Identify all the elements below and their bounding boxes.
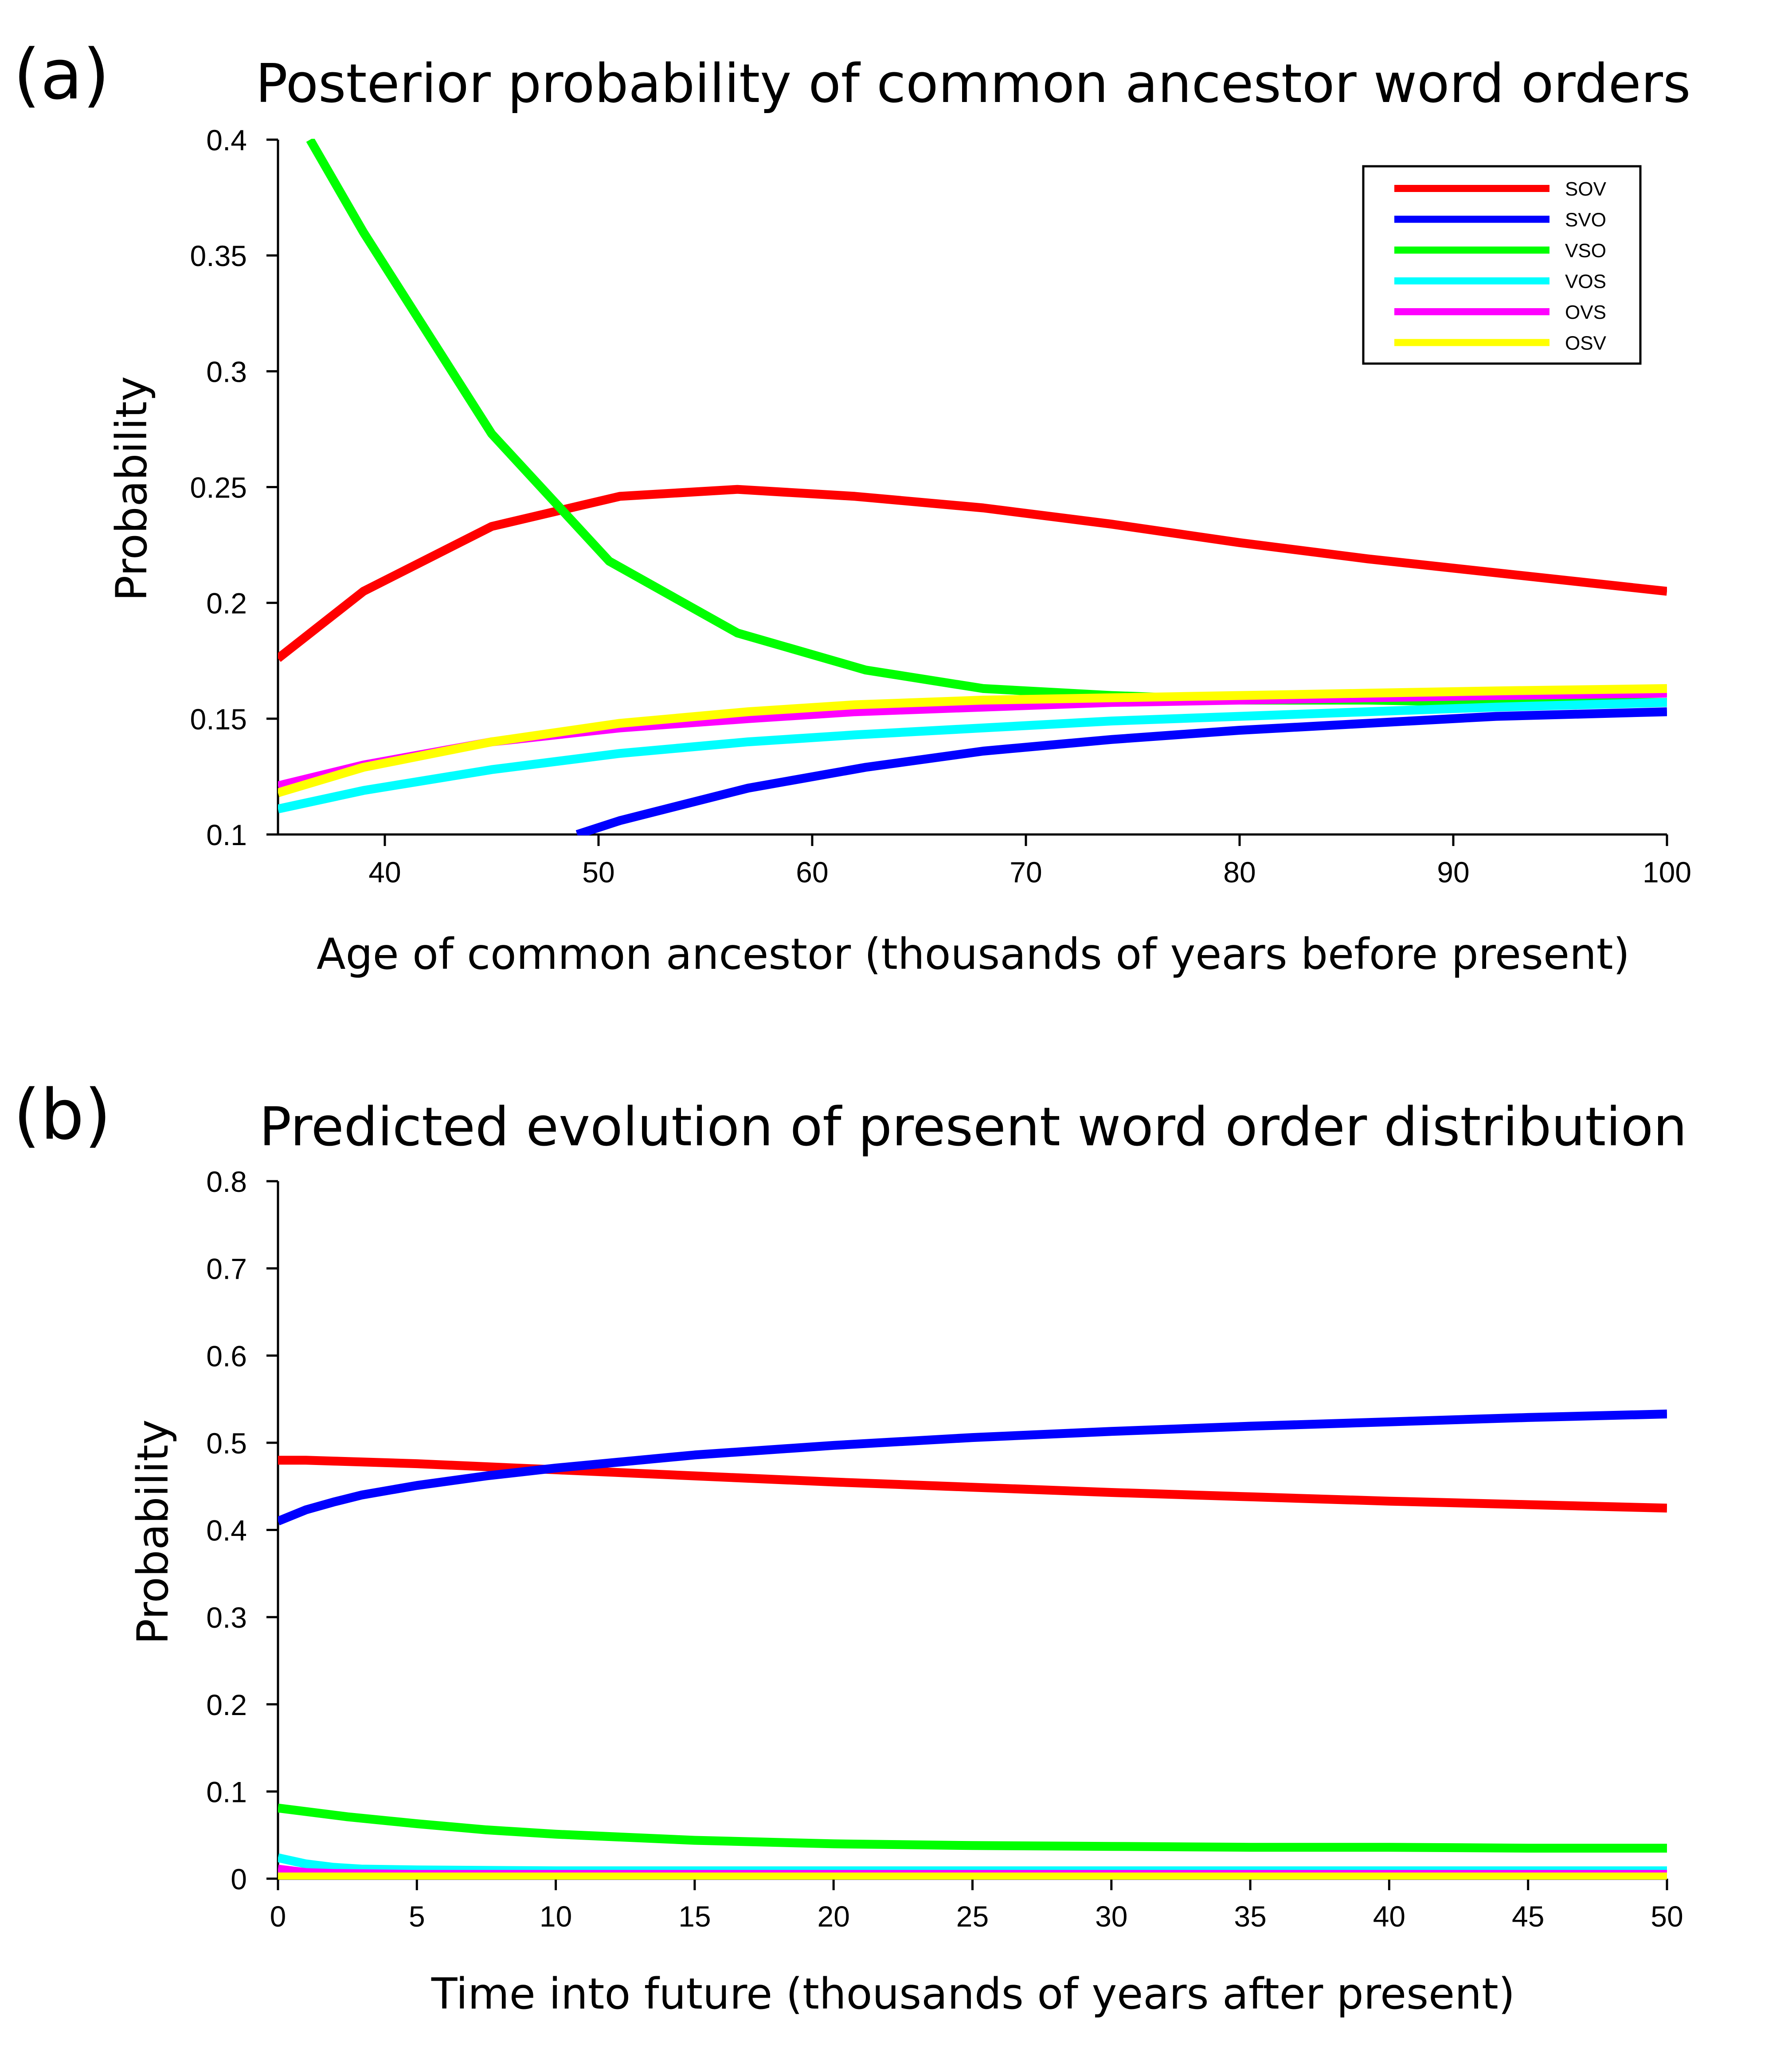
panel-b-y-tick-label: 0.5 bbox=[206, 1427, 247, 1460]
panel-a: (a) Posterior probability of common ance… bbox=[13, 34, 1691, 979]
panel-b-y-tick-label: 0.8 bbox=[206, 1165, 247, 1198]
panel-a-legend: SOV SVO VSO VOS OVS OSV bbox=[1362, 165, 1642, 365]
panel-b-x-tick-label: 5 bbox=[409, 1900, 425, 1933]
panel-b-x-tick-label: 10 bbox=[540, 1900, 572, 1933]
panel-a-x-tick-label: 100 bbox=[1643, 856, 1691, 889]
panel-a-series-vos-line bbox=[278, 698, 1667, 814]
panel-a-y-tick-label: 0.15 bbox=[190, 703, 247, 736]
panel-a-x-tick-label: 60 bbox=[796, 856, 828, 889]
panel-b-plot-area: 0 5 10 15 20 25 30 35 40 45 50 0 0.1 0.2 0.3 0.4 0.5 0.6 0… bbox=[206, 1165, 1683, 1933]
panel-b-title: Predicted evolution of present word orde… bbox=[259, 1097, 1687, 1158]
panel-b-x-tick-label: 15 bbox=[678, 1900, 711, 1933]
panel-a-title: Posterior probability of common ancestor… bbox=[256, 53, 1691, 115]
legend-label-osv: OSV bbox=[1565, 333, 1607, 354]
panel-b-y-tick-label: 0.1 bbox=[206, 1775, 247, 1808]
legend-box bbox=[1362, 165, 1642, 365]
panel-b-x-tick-label: 40 bbox=[1373, 1900, 1405, 1933]
panel-b-y-tick-label: 0.2 bbox=[206, 1688, 247, 1721]
panel-a-plot-area: 40 50 60 70 80 90 100 0.1 0.15 0.2 0.25 0.3 0.35 0.4 bbox=[190, 124, 1692, 889]
panel-a-x-tick-label: 50 bbox=[582, 856, 614, 889]
panel-a-y-axis-label: Probability bbox=[107, 376, 157, 601]
panel-b-series-svo-line bbox=[278, 1410, 1667, 1526]
panel-a-x-tick-label: 80 bbox=[1223, 856, 1256, 889]
legend-label-svo: SVO bbox=[1565, 209, 1606, 231]
panel-a-x-tick-label: 70 bbox=[1009, 856, 1042, 889]
panel-b-x-tick-label: 20 bbox=[817, 1900, 849, 1933]
panel-a-series-osv-line bbox=[278, 684, 1667, 797]
panel-a-y-tick-label: 0.2 bbox=[206, 587, 247, 620]
panel-a-series-svo-line bbox=[575, 707, 1667, 835]
panel-b-label: (b) bbox=[13, 1074, 111, 1155]
legend-label-vso: VSO bbox=[1565, 240, 1606, 262]
panel-b-y-tick-label: 0.3 bbox=[206, 1601, 247, 1634]
panel-b-x-tick-label: 25 bbox=[956, 1900, 989, 1933]
legend-label-sov: SOV bbox=[1565, 178, 1607, 200]
panel-a-y-tick-label: 0.4 bbox=[206, 124, 247, 157]
panel-a-series-sov-line bbox=[278, 485, 1667, 662]
panel-a-x-axis-label: Age of common ancestor (thousands of yea… bbox=[317, 929, 1630, 979]
panel-b-x-tick-label: 35 bbox=[1234, 1900, 1266, 1933]
panel-b-x-axis-label: Time into future (thousands of years aft… bbox=[431, 1969, 1515, 2019]
panel-b-y-tick-label: 0.4 bbox=[206, 1514, 247, 1547]
panel-b-series-sov-line bbox=[278, 1456, 1667, 1513]
panel-b-series-vso-line bbox=[278, 1803, 1667, 1853]
panel-b: (b) Predicted evolution of present word … bbox=[13, 1074, 1687, 2019]
panel-b-y-tick-label: 0 bbox=[231, 1863, 247, 1896]
panel-b-x-tick-label: 30 bbox=[1095, 1900, 1127, 1933]
panel-b-y-tick-label: 0.7 bbox=[206, 1253, 247, 1285]
panel-a-x-tick-label: 90 bbox=[1437, 856, 1469, 889]
panel-a-y-tick-label: 0.25 bbox=[190, 471, 247, 504]
panel-b-y-tick-label: 0.6 bbox=[206, 1340, 247, 1372]
panel-a-y-tick-label: 0.35 bbox=[190, 239, 247, 272]
panel-a-label: (a) bbox=[13, 34, 110, 115]
legend-label-vos: VOS bbox=[1565, 271, 1606, 293]
panel-b-y-axis-label: Probability bbox=[128, 1419, 178, 1644]
panel-b-x-tick-label: 0 bbox=[270, 1900, 286, 1933]
panel-b-x-tick-label: 45 bbox=[1512, 1900, 1544, 1933]
panel-a-y-tick-label: 0.1 bbox=[206, 819, 247, 851]
panel-b-x-tick-label: 50 bbox=[1651, 1900, 1683, 1933]
panel-a-x-tick-label: 40 bbox=[368, 856, 401, 889]
panel-a-y-tick-label: 0.3 bbox=[206, 355, 247, 388]
legend-label-ovs: OVS bbox=[1565, 302, 1606, 323]
panel-b-series-vos-line bbox=[278, 1853, 1667, 1876]
